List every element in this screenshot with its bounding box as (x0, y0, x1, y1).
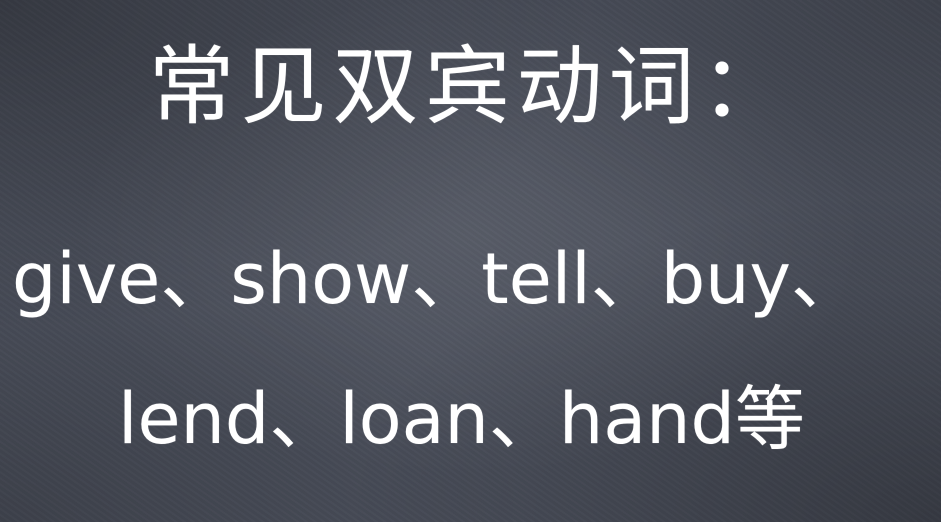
slide-title: 常见双宾动词： (148, 37, 793, 137)
verb-list-line-1: give、show、tell、buy、 (12, 238, 861, 320)
verb-list-line-2: lend、loan、hand等 (118, 378, 805, 460)
